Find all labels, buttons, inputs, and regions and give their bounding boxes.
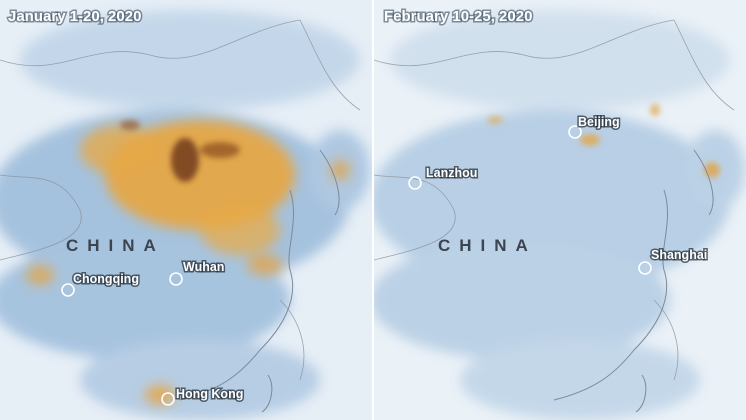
right-map	[374, 0, 746, 420]
left-map	[0, 0, 372, 420]
panel-title: February 10-25, 2020	[384, 8, 532, 25]
city-label: Lanzhou	[426, 166, 477, 180]
city-label: Wuhan	[183, 260, 224, 274]
city-marker	[568, 125, 582, 139]
city-marker	[408, 176, 422, 190]
city-label: Beijing	[578, 115, 620, 129]
city-label: Hong Kong	[176, 387, 243, 401]
panel-title: January 1-20, 2020	[8, 8, 141, 25]
city-marker	[169, 272, 183, 286]
country-label: CHINA	[438, 236, 537, 255]
city-marker	[61, 283, 75, 297]
country-label: CHINA	[66, 236, 165, 255]
city-marker	[161, 392, 175, 406]
city-label: Shanghai	[651, 248, 707, 262]
panel-divider	[372, 0, 374, 420]
city-marker	[638, 261, 652, 275]
city-label: Chongqing	[73, 272, 139, 286]
